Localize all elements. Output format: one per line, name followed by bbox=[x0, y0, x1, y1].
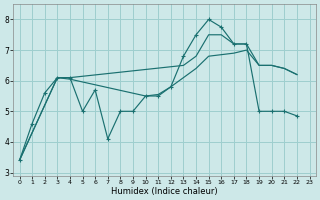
X-axis label: Humidex (Indice chaleur): Humidex (Indice chaleur) bbox=[111, 187, 218, 196]
